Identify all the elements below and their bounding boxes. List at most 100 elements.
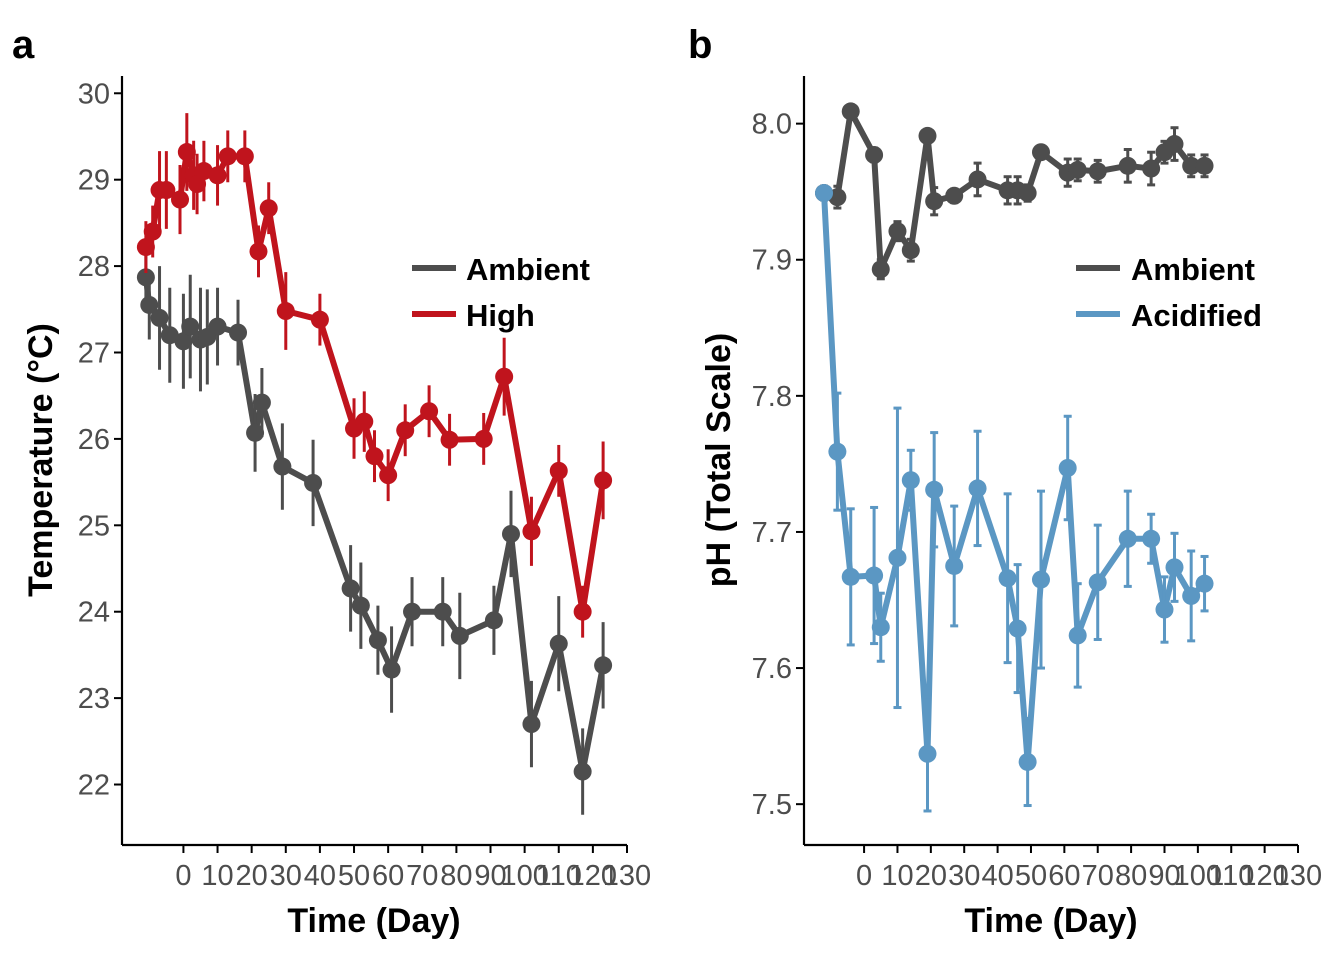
y-tick-label: 30 (78, 78, 110, 110)
x-tick-label: 60 (372, 860, 404, 892)
data-point (1182, 156, 1201, 175)
data-point (276, 302, 295, 321)
data-point (140, 295, 159, 314)
data-point (249, 242, 268, 261)
y-tick-label: 8.0 (752, 109, 792, 141)
data-point (841, 102, 860, 121)
data-point (501, 524, 520, 543)
data-point (522, 522, 541, 541)
x-tick-label: 40 (981, 860, 1013, 892)
data-point (440, 430, 459, 449)
y-tick-label: 7.7 (752, 517, 792, 549)
data-point (208, 317, 227, 336)
x-tick-label: 10 (201, 860, 233, 892)
x-tick-label: 70 (406, 860, 438, 892)
data-point (594, 471, 613, 490)
data-point (1165, 135, 1184, 154)
x-tick-label: 110 (536, 860, 582, 892)
data-point (522, 715, 541, 734)
panel-a-y-ticks: 22 23 24 25 26 27 28 29 30 (78, 78, 122, 802)
y-tick-label: 7.5 (752, 789, 792, 821)
data-point (143, 222, 162, 241)
data-point (998, 569, 1017, 588)
data-point (1031, 570, 1050, 589)
data-point (968, 479, 987, 498)
data-point (1018, 752, 1037, 771)
x-tick-label: 110 (1208, 860, 1254, 892)
data-point (1165, 558, 1184, 577)
legend-label-acidified: Acidified (1131, 298, 1262, 333)
y-tick-label: 23 (78, 683, 110, 715)
data-point (484, 611, 503, 630)
data-point (594, 656, 613, 675)
data-point (273, 457, 292, 476)
data-point (1195, 156, 1214, 175)
data-point (1058, 458, 1077, 477)
legend-label-ambient: Ambient (466, 252, 590, 287)
data-point (865, 566, 884, 585)
data-point (433, 602, 452, 621)
data-point (420, 402, 439, 421)
x-tick-label: 130 (1274, 860, 1322, 892)
data-point (379, 466, 398, 485)
data-point (945, 186, 964, 205)
data-point (918, 126, 937, 145)
data-point (1068, 160, 1087, 179)
panel-a-x-axis-title: Time (Day) (287, 902, 460, 940)
panel-b-ph-chart: b 7.5 7.6 7.7 7.8 7.9 8.0 0 10 20 30 40 50 60 70 80 90… (688, 23, 1322, 940)
data-point (815, 184, 834, 203)
data-point (252, 393, 271, 412)
data-point (194, 162, 213, 181)
data-point (150, 308, 169, 327)
legend-label-high: High (466, 298, 535, 333)
y-tick-label: 28 (78, 251, 110, 283)
y-tick-label: 7.6 (752, 653, 792, 685)
panel-a-y-axis-title: Temperature (°C) (22, 323, 60, 597)
x-tick-label: 50 (1015, 860, 1047, 892)
y-tick-label: 27 (78, 337, 110, 369)
data-point (1155, 600, 1174, 619)
panel-b-legend: Ambient Acidified (1076, 252, 1262, 333)
data-point (871, 618, 890, 637)
panel-b-series (815, 102, 1214, 813)
data-point (136, 268, 155, 287)
x-tick-label: 20 (915, 860, 947, 892)
data-point (382, 660, 401, 679)
data-point (1068, 626, 1087, 645)
x-tick-label: 20 (236, 860, 268, 892)
x-tick-label: 30 (948, 860, 980, 892)
data-point (246, 423, 265, 442)
data-point (136, 238, 155, 257)
panel-b-y-axis-title: pH (Total Scale) (700, 333, 738, 587)
data-point (208, 166, 227, 185)
data-point (174, 332, 193, 351)
series-acidified (815, 184, 1214, 813)
data-point (341, 579, 360, 598)
panel-a-legend: Ambient High (412, 252, 590, 333)
x-tick-label: 130 (603, 860, 651, 892)
data-point (968, 170, 987, 189)
data-point (368, 631, 387, 650)
series-high (136, 113, 613, 638)
data-point (901, 471, 920, 490)
series-ambient (815, 102, 1214, 281)
data-point (229, 323, 248, 342)
x-tick-label: 120 (569, 860, 617, 892)
y-tick-label: 29 (78, 165, 110, 197)
data-point (355, 412, 374, 431)
x-tick-label: 30 (270, 860, 302, 892)
data-point (1118, 529, 1137, 548)
data-point (549, 634, 568, 653)
data-point (901, 241, 920, 260)
y-tick-label: 7.8 (752, 381, 792, 413)
data-point (157, 181, 176, 200)
data-point (259, 199, 278, 218)
data-point (396, 421, 415, 440)
x-tick-label: 70 (1082, 860, 1114, 892)
panel-b-label: b (688, 23, 712, 67)
y-tick-label: 7.9 (752, 245, 792, 277)
y-tick-label: 24 (78, 597, 110, 629)
data-point (1142, 159, 1161, 178)
data-point (888, 548, 907, 567)
